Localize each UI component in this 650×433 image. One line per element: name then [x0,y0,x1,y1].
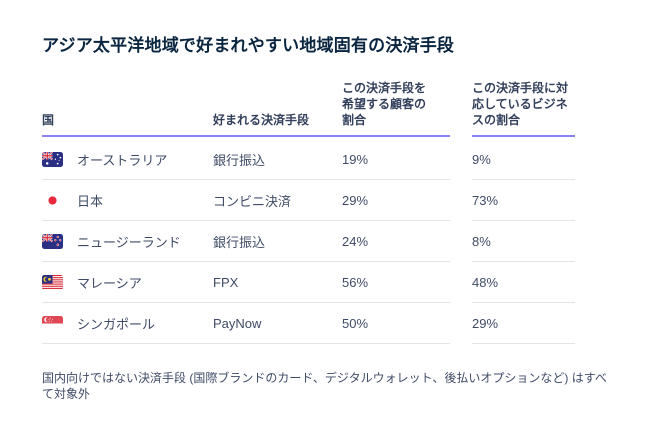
country-name: ニュージーランド [77,234,181,250]
business-share-value: 9% [472,139,575,180]
country-cell: 日本 [42,180,213,221]
column-header-business-share-label: この決済手段に対応しているビジネスの割合 [472,81,569,127]
country-cell: マレーシア [42,262,213,303]
footnote: 国内向けではない決済手段 (国際ブランドのカード、デジタルウォレット、後払いオプ… [42,371,607,401]
country-cell: シンガポール [42,303,213,344]
customer-share-value: 19% [342,139,450,180]
payment-method: FPX [213,262,342,303]
flag-new-zealand-icon [42,233,63,249]
payment-method: 銀行振込 [213,139,342,180]
customer-share-value: 56% [342,262,450,303]
country-name: シンガポール [77,316,156,332]
country-name: オーストラリア [77,152,168,168]
flag-japan-icon [42,192,63,208]
business-share-value: 8% [472,221,575,262]
business-share-value: 29% [472,303,575,344]
page-title: アジア太平洋地域で好まれやすい地域固有の決済手段 [42,36,455,55]
customer-share-value: 29% [342,180,450,221]
column-header-customer-share-label: この決済手段を希望する顧客の割合 [342,81,427,127]
customer-share-value: 50% [342,303,450,344]
flag-malaysia-icon [42,274,63,290]
customer-share-value: 24% [342,221,450,262]
table-row: オーストラリア 銀行振込 19% 9% [42,139,575,180]
column-header-method: 好まれる決済手段 [213,82,342,137]
country-cell: ニュージーランド [42,221,213,262]
column-header-customer-share: この決済手段を希望する顧客の割合 [342,81,450,137]
column-header-country-label: 国 [42,113,55,127]
business-share-value: 48% [472,262,575,303]
payment-table: オーストラリア 銀行振込 19% 9% 日本 コンビニ決済 29% 73% [42,139,575,344]
country-name: マレーシア [77,275,142,291]
table-row: シンガポール PayNow 50% 29% [42,303,575,344]
payment-method: 銀行振込 [213,221,342,262]
column-header-method-label: 好まれる決済手段 [213,113,310,127]
table-row: 日本 コンビニ決済 29% 73% [42,180,575,221]
flag-singapore-icon [42,315,63,331]
table-row: ニュージーランド 銀行振込 24% 8% [42,221,575,262]
business-share-value: 73% [472,180,575,221]
flag-australia-icon [42,151,63,167]
country-name: 日本 [77,193,104,209]
column-header-country: 国 [42,82,213,137]
payment-method: PayNow [213,303,342,344]
table-row: マレーシア FPX 56% 48% [42,262,575,303]
table-header: 国 好まれる決済手段 この決済手段を希望する顧客の割合 この決済手段に対応してい… [42,81,575,137]
country-cell: オーストラリア [42,139,213,180]
column-header-business-share: この決済手段に対応しているビジネスの割合 [472,81,575,137]
payment-method: コンビニ決済 [213,180,342,221]
